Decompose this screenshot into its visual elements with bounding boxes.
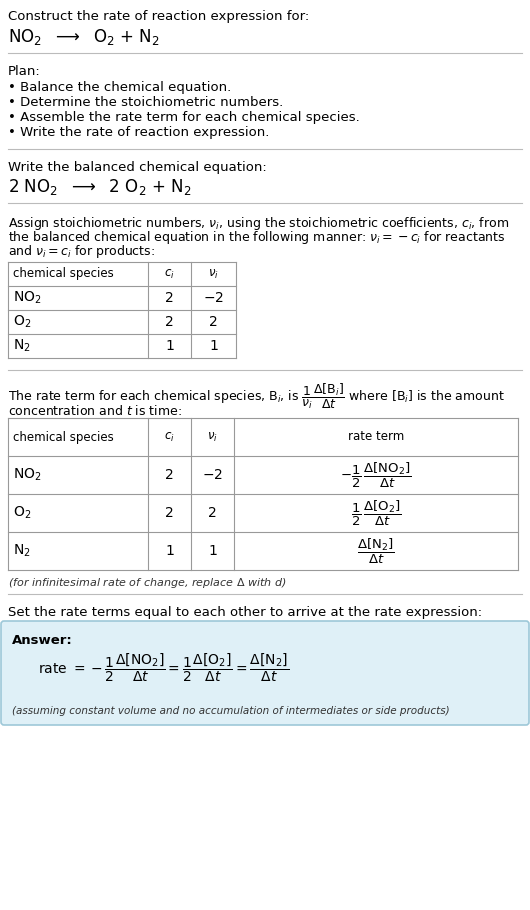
Text: $c_i$: $c_i$ [164, 268, 175, 280]
Text: NO$_2$  $\longrightarrow$  O$_2$ + N$_2$: NO$_2$ $\longrightarrow$ O$_2$ + N$_2$ [8, 27, 160, 47]
Text: $\dfrac{1}{2}\,\dfrac{\Delta[\mathrm{O_2}]}{\Delta t}$: $\dfrac{1}{2}\,\dfrac{\Delta[\mathrm{O_2… [351, 499, 401, 528]
Text: Plan:: Plan: [8, 65, 41, 78]
Text: and $\nu_i = c_i$ for products:: and $\nu_i = c_i$ for products: [8, 243, 155, 260]
Text: chemical species: chemical species [13, 268, 114, 280]
Text: Construct the rate of reaction expression for:: Construct the rate of reaction expressio… [8, 10, 309, 23]
Text: rate $= -\dfrac{1}{2}\dfrac{\Delta[\mathrm{NO_2}]}{\Delta t} = \dfrac{1}{2}\dfra: rate $= -\dfrac{1}{2}\dfrac{\Delta[\math… [38, 652, 289, 684]
Text: 2: 2 [165, 506, 174, 520]
Text: 1: 1 [209, 339, 218, 353]
Text: 1: 1 [165, 544, 174, 558]
Text: $-\dfrac{1}{2}\,\dfrac{\Delta[\mathrm{NO_2}]}{\Delta t}$: $-\dfrac{1}{2}\,\dfrac{\Delta[\mathrm{NO… [340, 460, 412, 490]
Text: $-2$: $-2$ [203, 291, 224, 305]
Text: O$_2$: O$_2$ [13, 314, 31, 330]
Text: O$_2$: O$_2$ [13, 505, 31, 521]
Text: 1: 1 [208, 544, 217, 558]
Text: • Write the rate of reaction expression.: • Write the rate of reaction expression. [8, 126, 269, 139]
Text: Set the rate terms equal to each other to arrive at the rate expression:: Set the rate terms equal to each other t… [8, 606, 482, 619]
Text: 2: 2 [208, 506, 217, 520]
Text: concentration and $t$ is time:: concentration and $t$ is time: [8, 404, 182, 418]
Text: NO$_2$: NO$_2$ [13, 467, 42, 483]
Text: Write the balanced chemical equation:: Write the balanced chemical equation: [8, 161, 267, 174]
Text: • Determine the stoichiometric numbers.: • Determine the stoichiometric numbers. [8, 96, 283, 109]
Text: 2 NO$_2$  $\longrightarrow$  2 O$_2$ + N$_2$: 2 NO$_2$ $\longrightarrow$ 2 O$_2$ + N$_… [8, 177, 191, 197]
Text: $\dfrac{\Delta[\mathrm{N_2}]}{\Delta t}$: $\dfrac{\Delta[\mathrm{N_2}]}{\Delta t}$ [357, 536, 395, 566]
Text: rate term: rate term [348, 430, 404, 443]
Text: $c_i$: $c_i$ [164, 430, 175, 443]
Text: the balanced chemical equation in the following manner: $\nu_i = -c_i$ for react: the balanced chemical equation in the fo… [8, 229, 506, 246]
Text: Assign stoichiometric numbers, $\nu_i$, using the stoichiometric coefficients, $: Assign stoichiometric numbers, $\nu_i$, … [8, 215, 509, 232]
Text: 1: 1 [165, 339, 174, 353]
Text: 2: 2 [165, 468, 174, 482]
Text: chemical species: chemical species [13, 430, 114, 443]
Text: 2: 2 [209, 315, 218, 329]
Text: The rate term for each chemical species, B$_i$, is $\dfrac{1}{\nu_i}\dfrac{\Delt: The rate term for each chemical species,… [8, 382, 505, 411]
Text: $\nu_i$: $\nu_i$ [208, 268, 219, 280]
Text: 2: 2 [165, 291, 174, 305]
FancyBboxPatch shape [1, 621, 529, 725]
Text: $-2$: $-2$ [202, 468, 223, 482]
Text: (assuming constant volume and no accumulation of intermediates or side products): (assuming constant volume and no accumul… [12, 706, 449, 716]
Text: N$_2$: N$_2$ [13, 338, 31, 354]
Text: 2: 2 [165, 315, 174, 329]
Text: $\nu_i$: $\nu_i$ [207, 430, 218, 443]
Text: • Balance the chemical equation.: • Balance the chemical equation. [8, 81, 231, 94]
Text: Answer:: Answer: [12, 634, 73, 647]
Text: N$_2$: N$_2$ [13, 542, 31, 560]
Text: NO$_2$: NO$_2$ [13, 289, 42, 306]
Text: (for infinitesimal rate of change, replace $\Delta$ with $d$): (for infinitesimal rate of change, repla… [8, 576, 287, 590]
Text: • Assemble the rate term for each chemical species.: • Assemble the rate term for each chemic… [8, 111, 360, 124]
